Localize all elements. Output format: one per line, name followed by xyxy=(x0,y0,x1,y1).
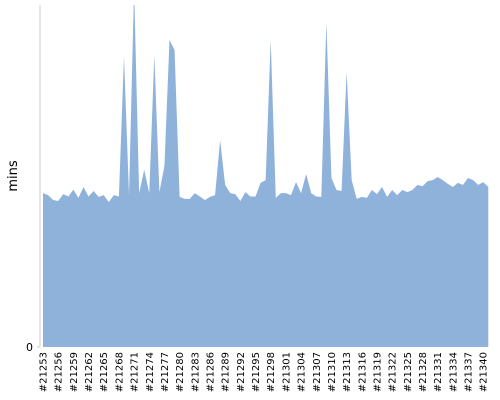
x-tick-label: #21334 xyxy=(448,352,459,392)
x-tick-label: #21313 xyxy=(342,352,353,392)
x-tick-label: #21286 xyxy=(205,352,216,392)
x-tick-label: #21316 xyxy=(357,352,368,392)
x-tick-label: #21328 xyxy=(418,352,429,392)
x-tick-label: #21271 xyxy=(130,352,141,392)
x-tick-label: #21304 xyxy=(297,352,308,392)
x-tick-label: #21268 xyxy=(114,352,125,392)
x-tick-label: #21322 xyxy=(388,352,399,392)
x-tick-label: #21289 xyxy=(221,352,232,392)
x-tick-label: #21340 xyxy=(479,352,490,392)
x-tick-label: #21280 xyxy=(175,352,186,392)
x-tick-label: #21331 xyxy=(433,352,444,392)
x-tick-label: #21277 xyxy=(160,352,171,392)
x-tick-label: #21259 xyxy=(69,352,80,392)
y-tick-label: 0 xyxy=(26,341,33,354)
x-tick-label: #21274 xyxy=(145,352,156,392)
x-tick-label: #21253 xyxy=(39,352,50,392)
area xyxy=(43,5,489,347)
x-tick-label: #21295 xyxy=(251,352,262,392)
x-tick-label: #21298 xyxy=(266,352,277,392)
x-tick-label: #21310 xyxy=(327,352,338,392)
x-tick-label: #21292 xyxy=(236,352,247,392)
x-tick-label: #21319 xyxy=(372,352,383,392)
x-tick-label: #21283 xyxy=(190,352,201,392)
x-tick-label: #21307 xyxy=(312,352,323,392)
x-tick-label: #21265 xyxy=(99,352,110,392)
x-tick-label: #21262 xyxy=(84,352,95,392)
x-tick-label: #21337 xyxy=(464,352,475,392)
x-tick-label: #21301 xyxy=(281,352,292,392)
x-tick-label: #21325 xyxy=(403,352,414,392)
x-tick-label: #21256 xyxy=(54,352,65,392)
y-axis-label: mins xyxy=(6,160,21,192)
